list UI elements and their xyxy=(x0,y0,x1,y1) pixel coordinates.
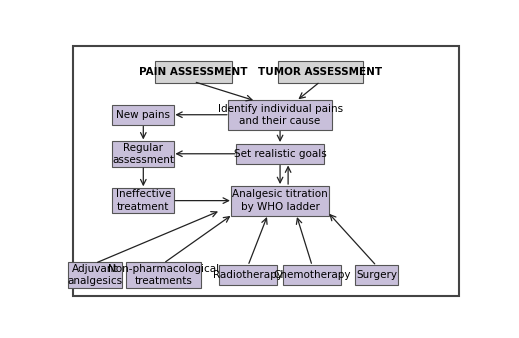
FancyBboxPatch shape xyxy=(356,265,398,285)
FancyBboxPatch shape xyxy=(236,144,324,164)
Text: TUMOR ASSESSMENT: TUMOR ASSESSMENT xyxy=(258,67,383,77)
FancyBboxPatch shape xyxy=(228,100,332,130)
Text: Identify individual pains
and their cause: Identify individual pains and their caus… xyxy=(217,103,343,126)
Text: Non-pharmacological
treatments: Non-pharmacological treatments xyxy=(108,264,219,286)
FancyBboxPatch shape xyxy=(112,188,174,213)
FancyBboxPatch shape xyxy=(218,265,277,285)
FancyBboxPatch shape xyxy=(155,61,232,83)
Text: Set realistic goals: Set realistic goals xyxy=(234,149,326,159)
FancyBboxPatch shape xyxy=(112,104,174,125)
Text: Surgery: Surgery xyxy=(356,270,397,280)
FancyBboxPatch shape xyxy=(231,186,330,216)
FancyBboxPatch shape xyxy=(126,262,201,288)
FancyBboxPatch shape xyxy=(112,141,174,167)
FancyBboxPatch shape xyxy=(68,262,122,288)
Text: Analgesic titration
by WHO ladder: Analgesic titration by WHO ladder xyxy=(232,189,328,212)
FancyBboxPatch shape xyxy=(283,265,342,285)
Text: PAIN ASSESSMENT: PAIN ASSESSMENT xyxy=(139,67,248,77)
FancyBboxPatch shape xyxy=(278,61,362,83)
Text: Chemotherapy: Chemotherapy xyxy=(274,270,351,280)
Text: Regular
assessment: Regular assessment xyxy=(112,143,174,165)
Text: Radiotherapy: Radiotherapy xyxy=(213,270,283,280)
Text: New pains: New pains xyxy=(116,110,170,120)
Text: Adjuvant
analgesics: Adjuvant analgesics xyxy=(67,264,122,286)
Text: Ineffective
treatment: Ineffective treatment xyxy=(116,189,171,212)
